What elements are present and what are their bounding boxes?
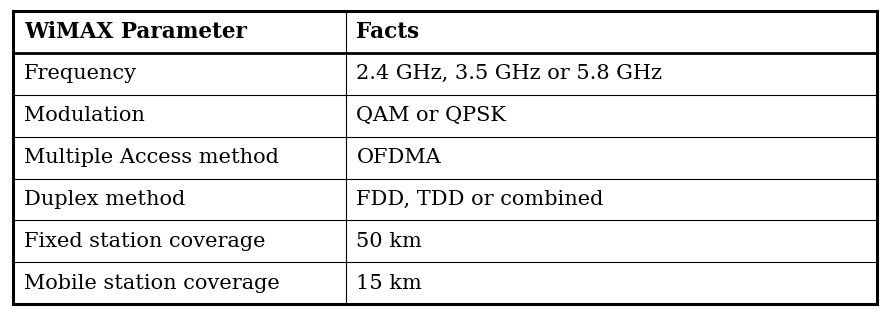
Text: 15 km: 15 km [356,274,422,293]
Text: Facts: Facts [356,21,419,43]
Text: Multiple Access method: Multiple Access method [24,148,279,167]
Text: OFDMA: OFDMA [356,148,441,167]
Text: QAM or QPSK: QAM or QPSK [356,106,506,125]
Text: Modulation: Modulation [24,106,145,125]
Text: Fixed station coverage: Fixed station coverage [24,232,265,251]
Text: Mobile station coverage: Mobile station coverage [24,274,279,293]
Text: Frequency: Frequency [24,64,137,83]
Text: FDD, TDD or combined: FDD, TDD or combined [356,190,603,209]
Text: Duplex method: Duplex method [24,190,185,209]
Text: WiMAX Parameter: WiMAX Parameter [24,21,247,43]
Text: 50 km: 50 km [356,232,422,251]
Text: 2.4 GHz, 3.5 GHz or 5.8 GHz: 2.4 GHz, 3.5 GHz or 5.8 GHz [356,64,662,83]
